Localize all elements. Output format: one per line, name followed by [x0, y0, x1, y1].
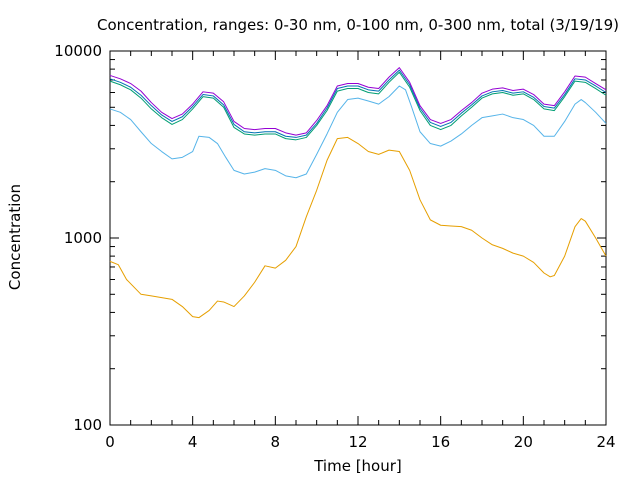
chart-title: Concentration, ranges: 0-30 nm, 0-100 nm… — [97, 16, 619, 34]
series-line-4 — [109, 69, 607, 138]
x-tick-label: 8 — [271, 433, 281, 451]
x-tick-label: 16 — [431, 433, 450, 451]
y-tick-label: 10000 — [54, 42, 102, 60]
series-line-3 — [109, 71, 607, 141]
x-axis-label: Time [hour] — [313, 457, 402, 475]
x-tick-label: 4 — [188, 433, 198, 451]
x-tick-label: 20 — [514, 433, 533, 451]
y-tick-label: 100 — [73, 416, 102, 434]
y-axis-label: Concentration — [6, 184, 24, 290]
series-line-1 — [109, 136, 607, 319]
axis-ticks: 0 4 8 12 16 20 24 100 1000 10000 — [54, 42, 615, 451]
x-tick-label: 24 — [596, 433, 615, 451]
series-line-2 — [109, 85, 607, 179]
series-layer — [109, 67, 607, 319]
plot-frame — [109, 50, 607, 426]
x-tick-label: 0 — [105, 433, 115, 451]
y-tick-label: 1000 — [64, 229, 102, 247]
series-line-5 — [109, 67, 607, 136]
x-tick-label: 12 — [348, 433, 367, 451]
